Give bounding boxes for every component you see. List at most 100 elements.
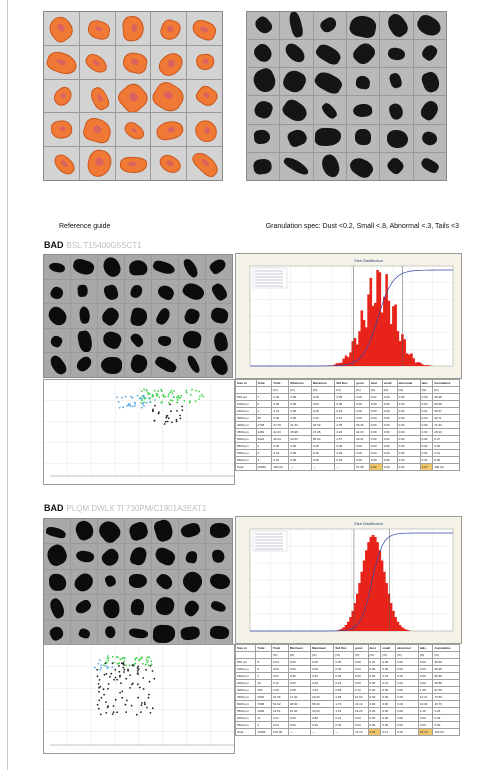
thumbnail-cell bbox=[44, 544, 70, 569]
scatter-point bbox=[116, 678, 119, 681]
table-cell: 0.00 bbox=[417, 679, 434, 687]
table-cell: 0.00 bbox=[353, 658, 369, 666]
histogram-bar bbox=[346, 621, 350, 631]
table-cell: 0.00 bbox=[381, 407, 398, 415]
table-cell: 0.00 bbox=[310, 658, 335, 666]
scatter-point bbox=[152, 395, 155, 397]
table-cell: 100.00 bbox=[432, 463, 460, 471]
table-cell: 0.28 bbox=[310, 393, 336, 401]
table-header-cell: Size cl. bbox=[234, 644, 257, 652]
scatter-point bbox=[150, 663, 153, 666]
table-header-cell: Size cl. bbox=[235, 379, 257, 387]
thumbnail-cell bbox=[125, 544, 151, 569]
table-unit-cell: [%] bbox=[288, 386, 312, 394]
scatter-point bbox=[142, 688, 145, 690]
scatter-point bbox=[127, 669, 129, 672]
scatter-point bbox=[105, 661, 108, 664]
particle-shape bbox=[155, 306, 173, 326]
scatter-point bbox=[107, 655, 109, 657]
scatter-point bbox=[140, 397, 143, 400]
table-cell: 0.00 bbox=[419, 393, 434, 401]
thumbnail-cell bbox=[151, 113, 187, 147]
table-cell: 6500 µm bbox=[234, 721, 257, 729]
thumbnail-cell bbox=[187, 113, 222, 147]
scatter-point bbox=[111, 713, 114, 715]
thumbnail-cell bbox=[280, 12, 313, 40]
table-cell: 4 bbox=[255, 721, 273, 729]
histogram-bar bbox=[387, 300, 391, 366]
scatter-point bbox=[140, 657, 143, 660]
thumbnail-cell bbox=[152, 255, 178, 279]
table-unit-cell: [%] bbox=[368, 386, 383, 394]
table-cell: 0.00 bbox=[395, 700, 419, 708]
particle-shape bbox=[152, 519, 176, 544]
scatter-point bbox=[143, 405, 145, 407]
table-unit-cell: [%] bbox=[432, 386, 460, 394]
scatter-point bbox=[98, 686, 100, 689]
histogram-bar bbox=[423, 365, 427, 366]
histogram-bar bbox=[351, 610, 355, 631]
table-cell: 0.01 bbox=[419, 407, 434, 415]
table-cell: 0.01 bbox=[419, 456, 434, 464]
table-unit-cell: [%] bbox=[395, 651, 419, 659]
table-cell: 2.46 bbox=[310, 414, 336, 422]
table-row: Total 10000 100.00 --- --- --- 97.96 0.02 0.00 0.… bbox=[235, 463, 460, 471]
particle-shape bbox=[47, 596, 68, 620]
table-cell: 0.00 bbox=[396, 400, 421, 408]
table-cell: 0.05 bbox=[432, 442, 460, 450]
histogram-bar bbox=[342, 358, 346, 366]
table-cell: 0.02 bbox=[419, 442, 434, 450]
particle-shape bbox=[413, 12, 445, 40]
thumbnail-cell bbox=[152, 620, 178, 645]
thumbnail-cell bbox=[152, 304, 178, 328]
table-header-cell: abnormal bbox=[396, 379, 421, 387]
cumulative-line bbox=[250, 532, 453, 632]
histogram-bar bbox=[412, 358, 415, 366]
scatter-point bbox=[122, 406, 124, 409]
thumbnail-cell bbox=[187, 12, 222, 45]
particle-shape bbox=[126, 520, 150, 542]
thumbnail-cell bbox=[280, 68, 313, 96]
particle-shape bbox=[121, 50, 149, 76]
scatter-point bbox=[145, 658, 148, 661]
table-cell: 0.00 bbox=[310, 400, 336, 408]
particle-shape bbox=[100, 329, 124, 351]
scatter-point bbox=[125, 664, 127, 667]
table-header-cell: Total bbox=[271, 644, 289, 652]
table-cell: 99.97 bbox=[432, 407, 460, 415]
thumbnail-cell bbox=[125, 620, 151, 645]
scatter-point bbox=[136, 670, 139, 672]
histogram-bar bbox=[369, 536, 373, 631]
chart-title: Size Distribution bbox=[354, 258, 383, 263]
histogram-bar bbox=[365, 327, 368, 366]
scatter-point bbox=[126, 699, 128, 702]
scatter-point bbox=[146, 656, 149, 659]
histogram-bar bbox=[337, 629, 341, 631]
table-cell: 0.00 bbox=[396, 407, 421, 415]
histogram-bar bbox=[360, 310, 364, 366]
scatter-point bbox=[119, 691, 121, 694]
particle-shape bbox=[252, 14, 275, 37]
particle-shape bbox=[48, 261, 67, 274]
histogram-bar bbox=[380, 312, 384, 366]
section-1-particle-grid bbox=[43, 254, 233, 378]
scatter-point bbox=[120, 662, 123, 665]
histogram-bar bbox=[419, 362, 422, 366]
table-cell: 1500 µm bbox=[235, 407, 257, 415]
thumbnail-cell bbox=[151, 45, 187, 79]
table-cell: 0.00 bbox=[381, 435, 398, 443]
table-cell: 0.01 bbox=[271, 407, 290, 415]
thumbnail-cell bbox=[44, 147, 79, 180]
section-2-size-distribution-chart: Size Distribution bbox=[235, 516, 462, 644]
thumbnail-cell bbox=[187, 147, 222, 180]
thumbnail-cell bbox=[98, 595, 124, 620]
particle-shape bbox=[355, 74, 371, 90]
particle-shape bbox=[352, 102, 374, 119]
particle-shape bbox=[86, 84, 112, 113]
table-cell: 6000 µm bbox=[235, 449, 257, 457]
table-unit-cell: [%] bbox=[367, 651, 382, 659]
scatter-point bbox=[97, 683, 100, 685]
table-row: 1000 µm 0 0.00 0.00 0.00 0.00 0.00 0.00 0.00 0.00… bbox=[234, 665, 460, 673]
table-cell: 0.00 bbox=[334, 400, 356, 408]
particle-shape bbox=[103, 283, 120, 301]
